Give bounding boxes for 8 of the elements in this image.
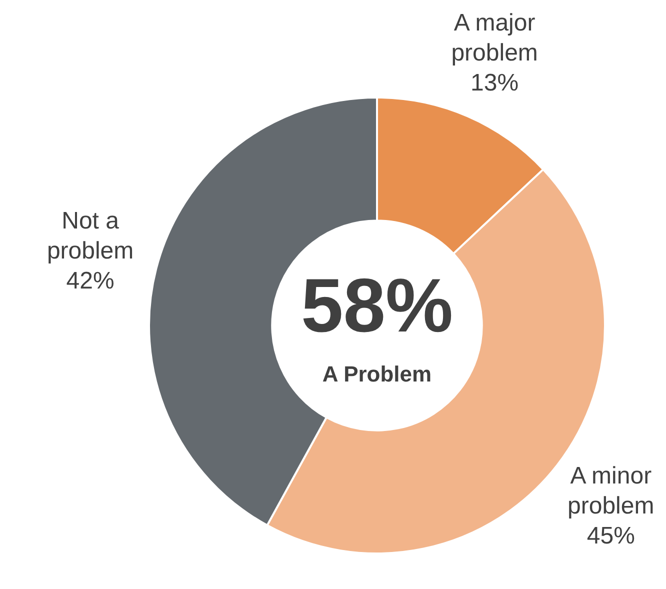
slice-label: A minor problem xyxy=(568,462,654,520)
slice-label: A major problem xyxy=(451,9,538,66)
data-label: 45% xyxy=(586,522,635,550)
text: A Problem xyxy=(322,362,432,387)
data-label: 13% xyxy=(470,69,519,96)
text: 58% xyxy=(300,263,454,348)
slice-label: Not a problem xyxy=(46,208,134,265)
data-label: 42% xyxy=(66,268,114,295)
